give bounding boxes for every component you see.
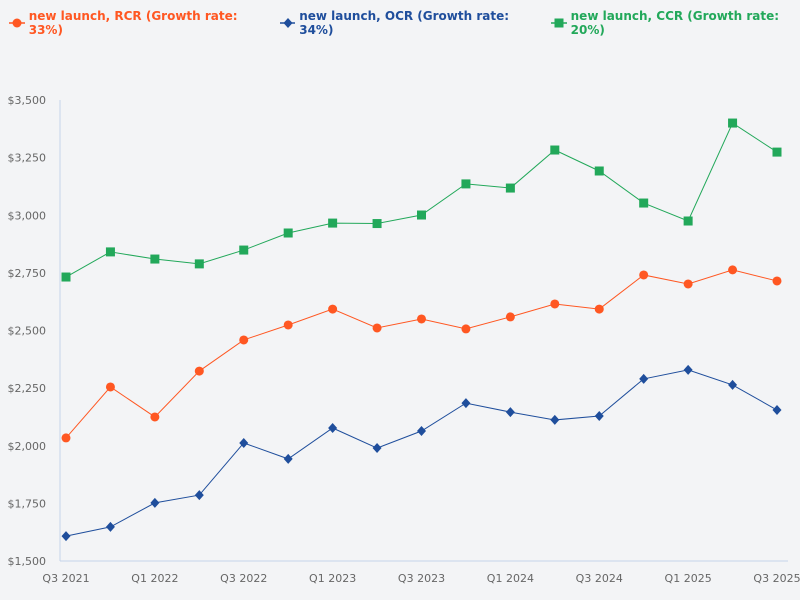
data-point-ccr — [105, 247, 115, 257]
y-tick-label: $1,500 — [8, 555, 47, 568]
data-point-rcr — [150, 412, 160, 422]
data-point-rcr — [105, 382, 115, 392]
data-point-ocr — [461, 398, 471, 409]
data-point-rcr — [550, 299, 560, 309]
data-point-ccr — [683, 216, 693, 226]
data-point-ocr — [372, 443, 382, 454]
data-point-rcr — [639, 270, 649, 280]
data-point-rcr — [417, 314, 426, 324]
data-point-ocr — [505, 407, 515, 418]
y-tick-label: $2,000 — [8, 440, 47, 453]
data-point-rcr — [328, 304, 338, 314]
legend-item-ccr[interactable]: new launch, CCR (Growth rate: 20%) — [550, 9, 800, 37]
data-point-ocr — [594, 411, 604, 422]
x-tick-label: Q1 2024 — [487, 572, 534, 585]
legend-label: new launch, CCR (Growth rate: 20%) — [570, 9, 780, 37]
data-point-ocr — [105, 521, 115, 532]
data-point-ocr — [550, 414, 560, 425]
data-point-ccr — [239, 245, 249, 255]
data-point-ocr — [417, 425, 426, 436]
data-point-ocr — [683, 364, 693, 375]
data-point-ccr — [772, 147, 782, 157]
data-point-ccr — [372, 219, 382, 229]
data-point-ccr — [639, 198, 649, 208]
data-point-ccr — [728, 118, 738, 128]
x-tick-label: Q3 2024 — [576, 572, 623, 585]
data-point-rcr — [683, 279, 693, 289]
series-line-ocr — [65, 369, 778, 537]
legend-item-rcr[interactable]: new launch, RCR (Growth rate: 33%) — [8, 9, 259, 37]
series-line-ccr — [65, 122, 778, 278]
data-point-ccr — [150, 254, 160, 264]
data-point-ccr — [283, 228, 293, 238]
data-point-rcr — [283, 320, 293, 330]
data-point-rcr — [194, 366, 204, 376]
data-point-ocr — [772, 405, 782, 416]
data-point-rcr — [505, 312, 515, 322]
x-tick-label: Q3 2025 — [753, 572, 800, 585]
x-tick-label: Q3 2023 — [398, 572, 445, 585]
data-point-ocr — [239, 437, 249, 448]
x-tick-label: Q3 2022 — [220, 572, 267, 585]
circle-marker-icon — [9, 18, 25, 28]
data-point-ccr — [461, 179, 471, 189]
legend: new launch, RCR (Growth rate: 33%) new la… — [8, 9, 800, 37]
x-tick-label: Q1 2025 — [665, 572, 712, 585]
data-point-ccr — [505, 183, 515, 193]
x-tick-label: Q1 2022 — [131, 572, 178, 585]
data-point-ocr — [328, 423, 338, 434]
data-point-ccr — [550, 145, 560, 155]
data-point-ocr — [61, 531, 71, 542]
legend-label: new launch, RCR (Growth rate: 33%) — [28, 9, 238, 37]
y-tick-label: $3,000 — [8, 209, 47, 222]
legend-label: new launch, OCR (Growth rate: 34%) — [299, 9, 510, 37]
data-point-ccr — [594, 166, 604, 176]
data-point-rcr — [772, 276, 782, 286]
data-point-ccr — [417, 210, 426, 220]
series-line-rcr — [65, 269, 778, 439]
data-point-rcr — [728, 265, 738, 275]
data-point-ocr — [728, 379, 738, 390]
y-tick-label: $2,250 — [8, 382, 47, 395]
y-tick-label: $2,750 — [8, 267, 47, 280]
data-point-ocr — [194, 490, 204, 501]
y-tick-label: $2,500 — [8, 325, 47, 338]
data-point-ocr — [150, 497, 160, 508]
y-tick-label: $1,750 — [8, 497, 47, 510]
data-point-ccr — [61, 272, 71, 282]
legend-item-ocr[interactable]: new launch, OCR (Growth rate: 34%) — [279, 9, 530, 37]
square-marker-icon — [550, 18, 567, 28]
data-point-rcr — [239, 335, 249, 345]
data-point-rcr — [594, 304, 604, 314]
x-tick-label: Q1 2023 — [309, 572, 356, 585]
y-tick-label: $3,250 — [8, 152, 47, 165]
diamond-marker-icon — [279, 18, 296, 28]
data-point-ocr — [639, 373, 649, 384]
y-tick-label: $3,500 — [8, 94, 47, 107]
data-point-ccr — [328, 218, 338, 228]
data-point-rcr — [372, 323, 382, 333]
x-tick-label: Q3 2021 — [42, 572, 89, 585]
data-point-rcr — [61, 433, 71, 443]
data-point-ccr — [194, 259, 204, 269]
data-point-ocr — [283, 453, 293, 464]
data-point-rcr — [461, 324, 471, 334]
